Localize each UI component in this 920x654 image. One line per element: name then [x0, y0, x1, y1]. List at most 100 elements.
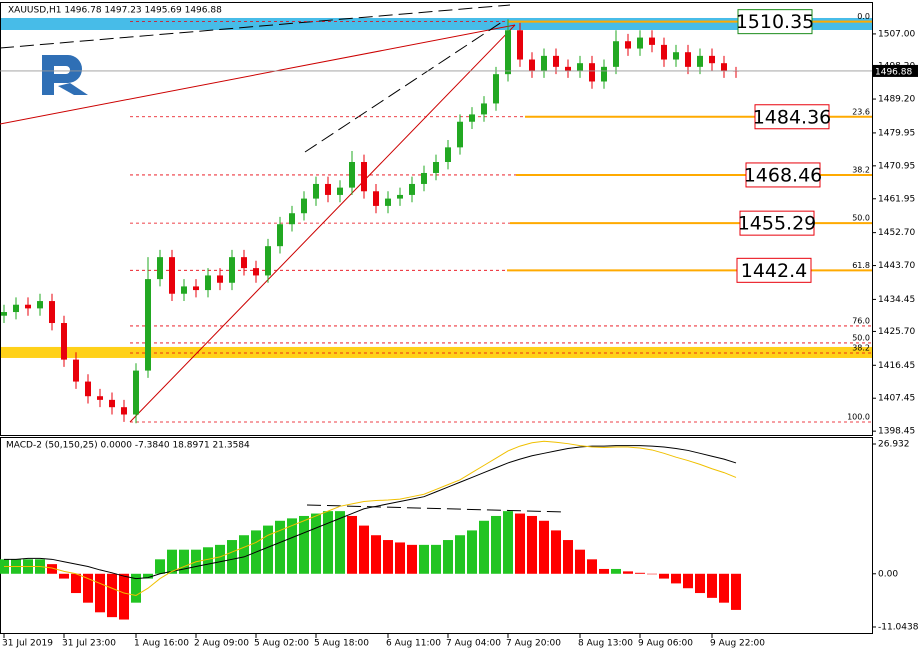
candle-body — [697, 55, 703, 67]
candle-body — [721, 63, 727, 71]
candle-body — [49, 301, 55, 324]
candle-body — [37, 301, 43, 309]
macd-bar — [239, 535, 249, 574]
dashed-line — [306, 504, 566, 513]
macd-bar — [395, 542, 405, 574]
candle-body — [409, 183, 415, 195]
fib-ratio-label: 50.0 — [852, 214, 870, 223]
candle-body — [433, 161, 439, 173]
candle-body — [421, 172, 427, 184]
y-tick-label: 1398.45 — [878, 427, 915, 437]
macd-bar — [479, 520, 489, 574]
y-tick-label: 0.00 — [878, 569, 898, 579]
candle-body — [709, 55, 715, 64]
macd-panel — [0, 437, 873, 634]
macd-bar — [683, 573, 693, 589]
price-box — [739, 210, 815, 236]
candle-body — [85, 381, 91, 397]
macd-bar — [59, 573, 69, 579]
macd-bar — [431, 544, 441, 574]
x-tick-label: 6 Aug 11:00 — [386, 639, 441, 649]
macd-bar — [155, 559, 165, 574]
fib-ratio-label: 76.0 — [852, 316, 870, 325]
zone — [1, 346, 872, 358]
candle-body — [517, 30, 523, 60]
candle-body — [361, 161, 367, 192]
candle-body — [157, 257, 163, 280]
y-tick-label: 1452.70 — [878, 228, 915, 238]
macd-bar — [731, 573, 741, 610]
macd-bar — [287, 518, 297, 574]
candle-body — [73, 359, 79, 382]
candle-body — [325, 183, 331, 195]
candle-body — [469, 114, 475, 122]
price-box-label: 1468.46 — [744, 164, 823, 186]
candle-body — [121, 407, 127, 415]
candle-body — [481, 103, 487, 115]
x-tick-label: 1 Aug 16:00 — [134, 639, 189, 649]
logo-r-leg — [58, 83, 88, 95]
macd-bar — [455, 535, 465, 574]
y-tick-label: 1443.70 — [878, 261, 915, 271]
y-tick-label: 1425.70 — [878, 327, 915, 337]
macd-bar — [371, 535, 381, 574]
macd-bar — [311, 513, 321, 574]
candle-body — [229, 257, 235, 283]
macd-bar — [419, 544, 429, 574]
macd-bar — [215, 544, 225, 574]
macd-bar — [503, 511, 513, 574]
y-tick-label: 1479.95 — [878, 128, 915, 138]
fib-ratio-label: 38.2 — [852, 165, 870, 174]
x-tick-label: 9 Aug 06:00 — [638, 639, 693, 649]
candle-body — [277, 224, 283, 247]
candle-body — [661, 44, 667, 60]
macd-bar — [695, 573, 705, 594]
macd-bar — [407, 544, 417, 574]
candle-body — [265, 246, 271, 276]
candle-body — [649, 37, 655, 45]
price-box — [736, 257, 812, 283]
macd-bar — [707, 573, 717, 598]
candle-body — [637, 37, 643, 49]
y-tick-label: 1416.45 — [878, 361, 915, 371]
macd-bar — [95, 573, 105, 613]
candle-body — [541, 55, 547, 71]
y-tick-label: 1489.20 — [878, 95, 915, 105]
candle-body — [589, 63, 595, 82]
fib-ratio-label: 61.8 — [852, 261, 870, 270]
y-tick-label: -11.0438 — [878, 622, 919, 632]
candle-body — [457, 121, 463, 148]
macd-bar — [299, 515, 309, 574]
macd-bar — [551, 530, 561, 574]
candle-body — [349, 161, 355, 188]
price-box-label: 1510.35 — [736, 11, 815, 33]
macd-bar — [179, 549, 189, 574]
macd-bar — [527, 515, 537, 574]
macd-bar — [167, 549, 177, 574]
candle-body — [577, 63, 583, 71]
macd-bar — [275, 520, 285, 574]
candle-body — [625, 41, 631, 49]
candle-body — [553, 55, 559, 67]
candle-body — [673, 52, 679, 60]
macd-line — [4, 445, 737, 580]
macd-bar — [71, 573, 81, 594]
macd-bar — [443, 540, 453, 574]
macd-bar — [131, 573, 141, 603]
macd-bar — [347, 515, 357, 574]
y-tick-label: 1461.95 — [878, 194, 915, 204]
macd-bar — [587, 559, 597, 574]
candle-body — [217, 275, 223, 283]
candle-body — [181, 286, 187, 294]
chart-title: XAUUSD,H1 1496.78 1497.23 1495.69 1496.8… — [8, 6, 222, 16]
macd-bar — [323, 511, 333, 574]
price-box — [745, 162, 821, 188]
fib-ratio-label: 100.0 — [847, 412, 870, 421]
macd-line — [4, 440, 737, 596]
price-box-label: 1455.29 — [738, 213, 817, 235]
macd-bar — [119, 573, 129, 620]
price-box — [754, 104, 830, 130]
candle-body — [61, 323, 67, 360]
fib-ratio-label: 50.0 — [852, 333, 870, 342]
x-tick-label: 7 Aug 04:00 — [446, 639, 501, 649]
